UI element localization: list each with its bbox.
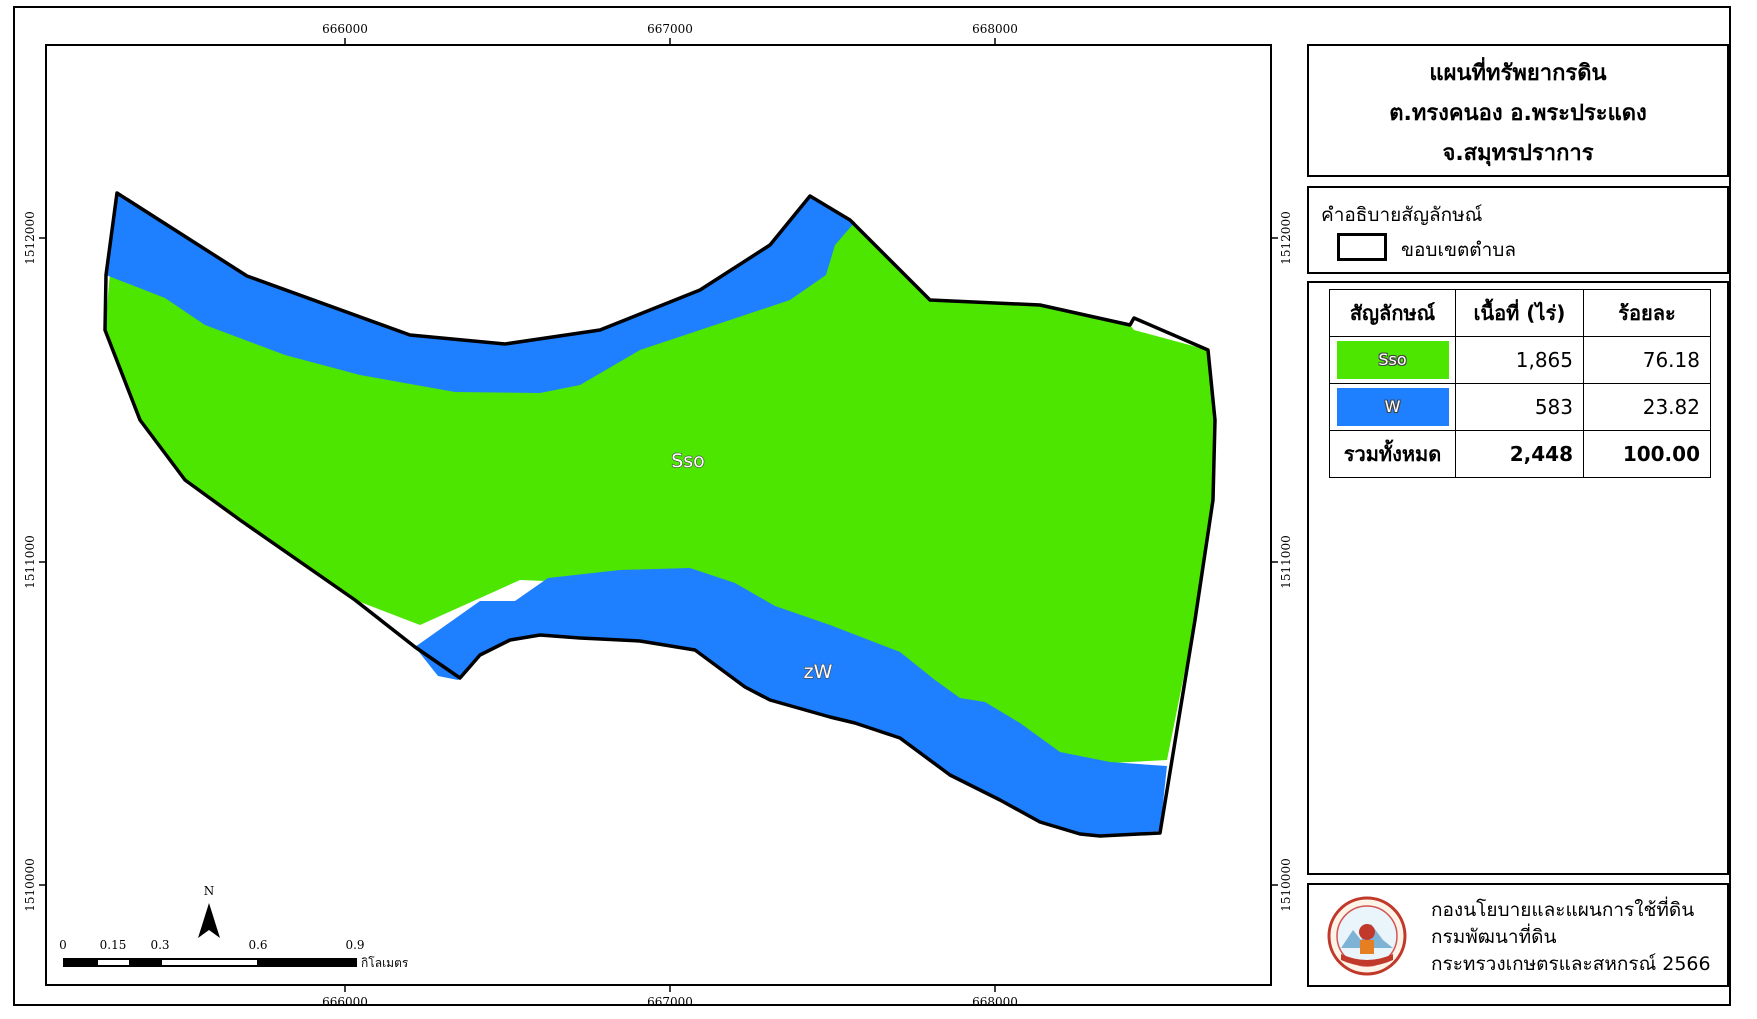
stats-table: สัญลักษณ์ เนื้อที่ (ไร่) ร้อยละ Sso 1,86… [1329, 289, 1711, 478]
north-arrow-icon [198, 903, 220, 938]
scale-unit: กิโลเมตร [361, 956, 409, 970]
x-tick-top-667000: 667000 [647, 22, 693, 36]
map-canvas: Sso zW 666000 667000 668000 666000 66700… [23, 22, 1293, 1009]
top-ticks [39, 38, 1278, 992]
north-label: N [204, 884, 215, 898]
scale-tick-015: 0.15 [100, 938, 127, 952]
y-tick-right-1510000: 1510000 [1279, 858, 1293, 911]
scale-bar [63, 958, 357, 967]
map-label-sso: Sso [671, 450, 705, 472]
map-frame [13, 6, 1731, 1006]
scale-tick-09: 0.9 [345, 938, 364, 952]
y-tick-left-1512000: 1512000 [23, 211, 37, 264]
water-unit-lower [415, 568, 1167, 836]
symbol-swatch-w: W [1336, 388, 1449, 426]
org-line2: กรมพัฒนาที่ดิน [1431, 926, 1557, 948]
scale-tick-0: 0 [59, 938, 67, 952]
map-title-line1: แผนที่ทรัพยากรดิน [1429, 61, 1607, 86]
boundary-label: ขอบเขตตำบล [1401, 239, 1516, 261]
table-row: Sso 1,865 76.18 [1329, 336, 1711, 384]
y-tick-left-1511000: 1511000 [23, 535, 37, 588]
org-line1: กองนโยบายและแผนการใช้ที่ดิน [1431, 899, 1695, 921]
percent-w: 23.82 [1583, 383, 1711, 431]
scale-tick-03: 0.3 [150, 938, 169, 952]
legend-box: คำอธิบายสัญลักษณ์ ขอบเขตตำบล [1307, 186, 1729, 274]
x-tick-bottom-668000: 668000 [972, 995, 1018, 1009]
organization-box: กองนโยบายและแผนการใช้ที่ดิน กรมพัฒนาที่ด… [1307, 883, 1729, 987]
area-w: 583 [1455, 383, 1584, 431]
water-unit-upper [106, 193, 855, 393]
table-total-row: รวมทั้งหมด 2,448 100.00 [1329, 430, 1711, 478]
x-tick-bottom-666000: 666000 [322, 995, 368, 1009]
subdistrict-boundary [103, 191, 1217, 838]
header-percent: ร้อยละ [1583, 289, 1711, 337]
stats-table-box: สัญลักษณ์ เนื้อที่ (ไร่) ร้อยละ Sso 1,86… [1307, 281, 1729, 875]
y-tick-right-1511000: 1511000 [1279, 535, 1293, 588]
org-line3: กระทรวงเกษตรและสหกรณ์ 2566 [1431, 953, 1711, 975]
percent-sso: 76.18 [1583, 336, 1711, 384]
y-tick-left-1510000: 1510000 [23, 858, 37, 911]
x-tick-top-666000: 666000 [322, 22, 368, 36]
boundary-swatch [1337, 233, 1387, 261]
map-label-zw: zW [804, 661, 833, 683]
ldd-seal-logo-icon [1327, 896, 1407, 976]
title-box: แผนที่ทรัพยากรดิน ต.ทรงคนอง อ.พระประแดง … [1307, 44, 1729, 177]
y-tick-right-1512000: 1512000 [1279, 211, 1293, 264]
map-title-line3: จ.สมุทรปราการ [1442, 141, 1594, 166]
map-title-line2: ต.ทรงคนอง อ.พระประแดง [1389, 101, 1647, 126]
legend-heading: คำอธิบายสัญลักษณ์ [1321, 204, 1483, 226]
x-tick-top-668000: 668000 [972, 22, 1018, 36]
header-symbol: สัญลักษณ์ [1329, 289, 1456, 337]
x-tick-bottom-667000: 667000 [647, 995, 693, 1009]
scale-tick-06: 0.6 [248, 938, 267, 952]
header-area: เนื้อที่ (ไร่) [1455, 289, 1584, 337]
total-area: 2,448 [1455, 430, 1584, 478]
total-label: รวมทั้งหมด [1329, 430, 1456, 478]
symbol-swatch-sso: Sso [1336, 341, 1449, 379]
table-row: W 583 23.82 [1329, 383, 1711, 431]
area-sso: 1,865 [1455, 336, 1584, 384]
table-header-row: สัญลักษณ์ เนื้อที่ (ไร่) ร้อยละ [1329, 289, 1711, 337]
total-percent: 100.00 [1583, 430, 1711, 478]
